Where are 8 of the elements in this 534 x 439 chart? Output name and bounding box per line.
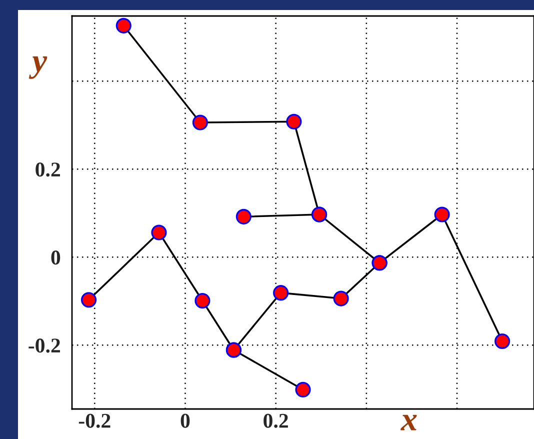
- y-tick-label: 0.2: [36, 162, 60, 177]
- x-tick-label: -0.2: [78, 414, 110, 428]
- y-tick-label: 0: [51, 250, 60, 265]
- x-axis-title: x: [400, 414, 417, 430]
- y-tick-label: -0.2: [28, 338, 60, 353]
- x-tick-label: 0.2: [264, 414, 288, 428]
- y-axis-title: y: [28, 56, 48, 79]
- x-tick-label: 0: [180, 414, 190, 428]
